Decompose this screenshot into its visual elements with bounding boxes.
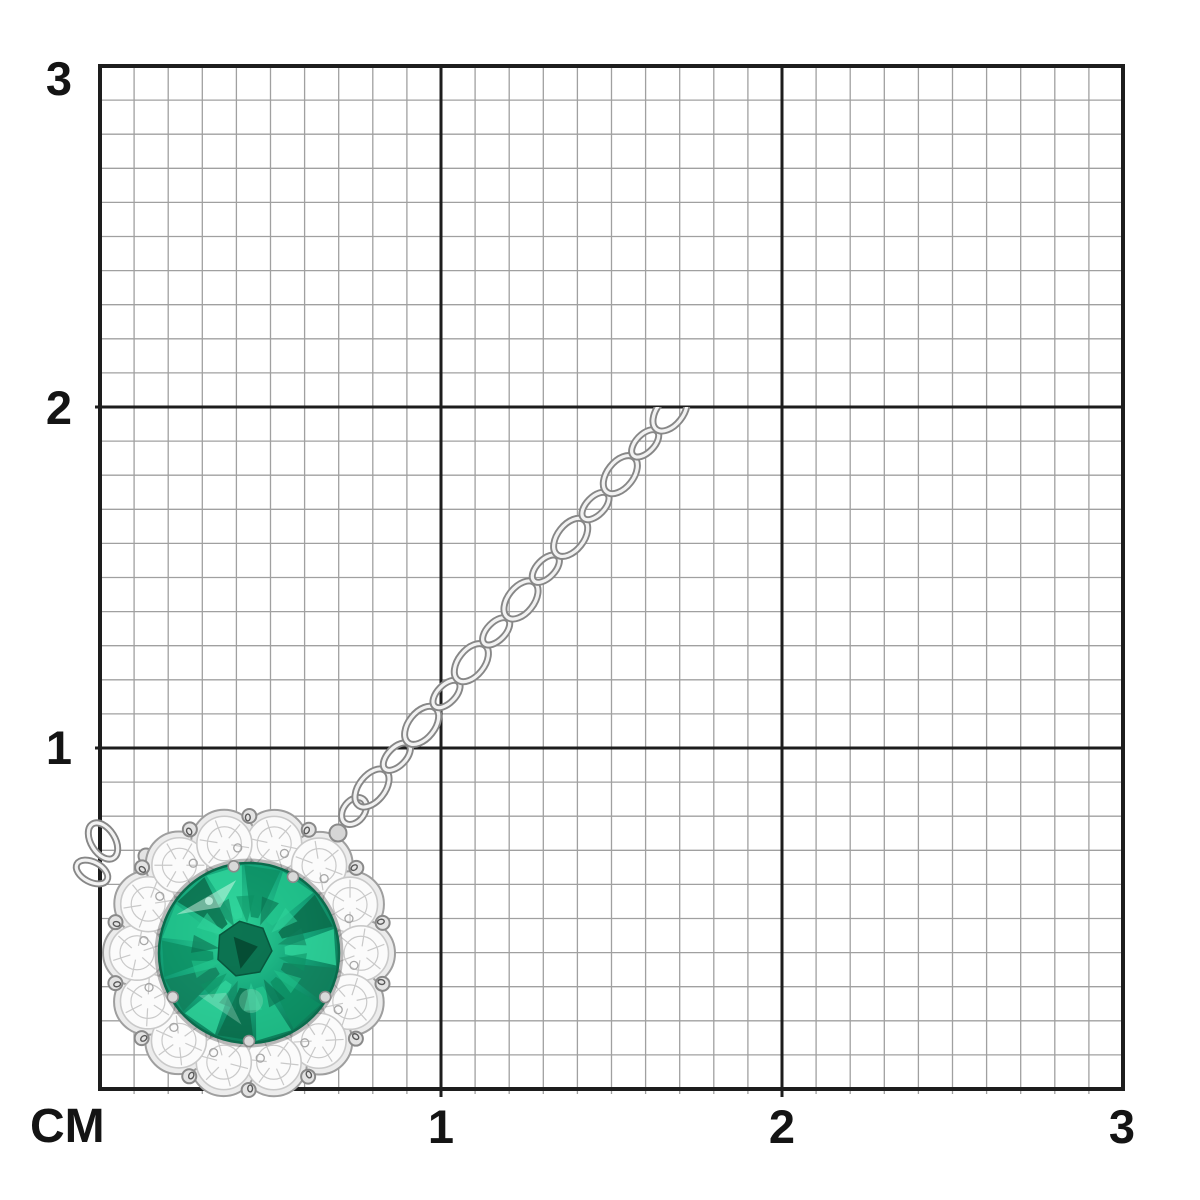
y-axis-label-3cm: 3 — [45, 52, 72, 105]
prong-bead — [166, 990, 180, 1004]
pendant-bail — [328, 794, 370, 843]
grid-minor-lines — [100, 66, 1123, 1094]
y-axis-label-1cm: 1 — [45, 721, 72, 774]
prong-bead — [318, 990, 332, 1004]
x-axis-label-1cm: 1 — [427, 1100, 455, 1153]
emerald-halo-pendant — [102, 808, 396, 1098]
prong-bead — [286, 870, 300, 884]
emerald-gemstone — [157, 861, 341, 1045]
halo-bead-prongs — [107, 808, 391, 1098]
prong-bead — [242, 1034, 256, 1048]
unit-label-cm: CM — [30, 1100, 105, 1153]
grid-border — [98, 64, 1125, 1091]
x-axis-label-3cm: 3 — [1108, 1100, 1136, 1153]
y-axis-label-2cm: 2 — [45, 381, 72, 434]
grid-major-lines — [95, 66, 1123, 1097]
halo-diamonds — [108, 815, 390, 1091]
cable-chain — [351, 407, 691, 811]
prong-bead — [227, 860, 241, 873]
x-axis-label-2cm: 2 — [768, 1100, 796, 1153]
